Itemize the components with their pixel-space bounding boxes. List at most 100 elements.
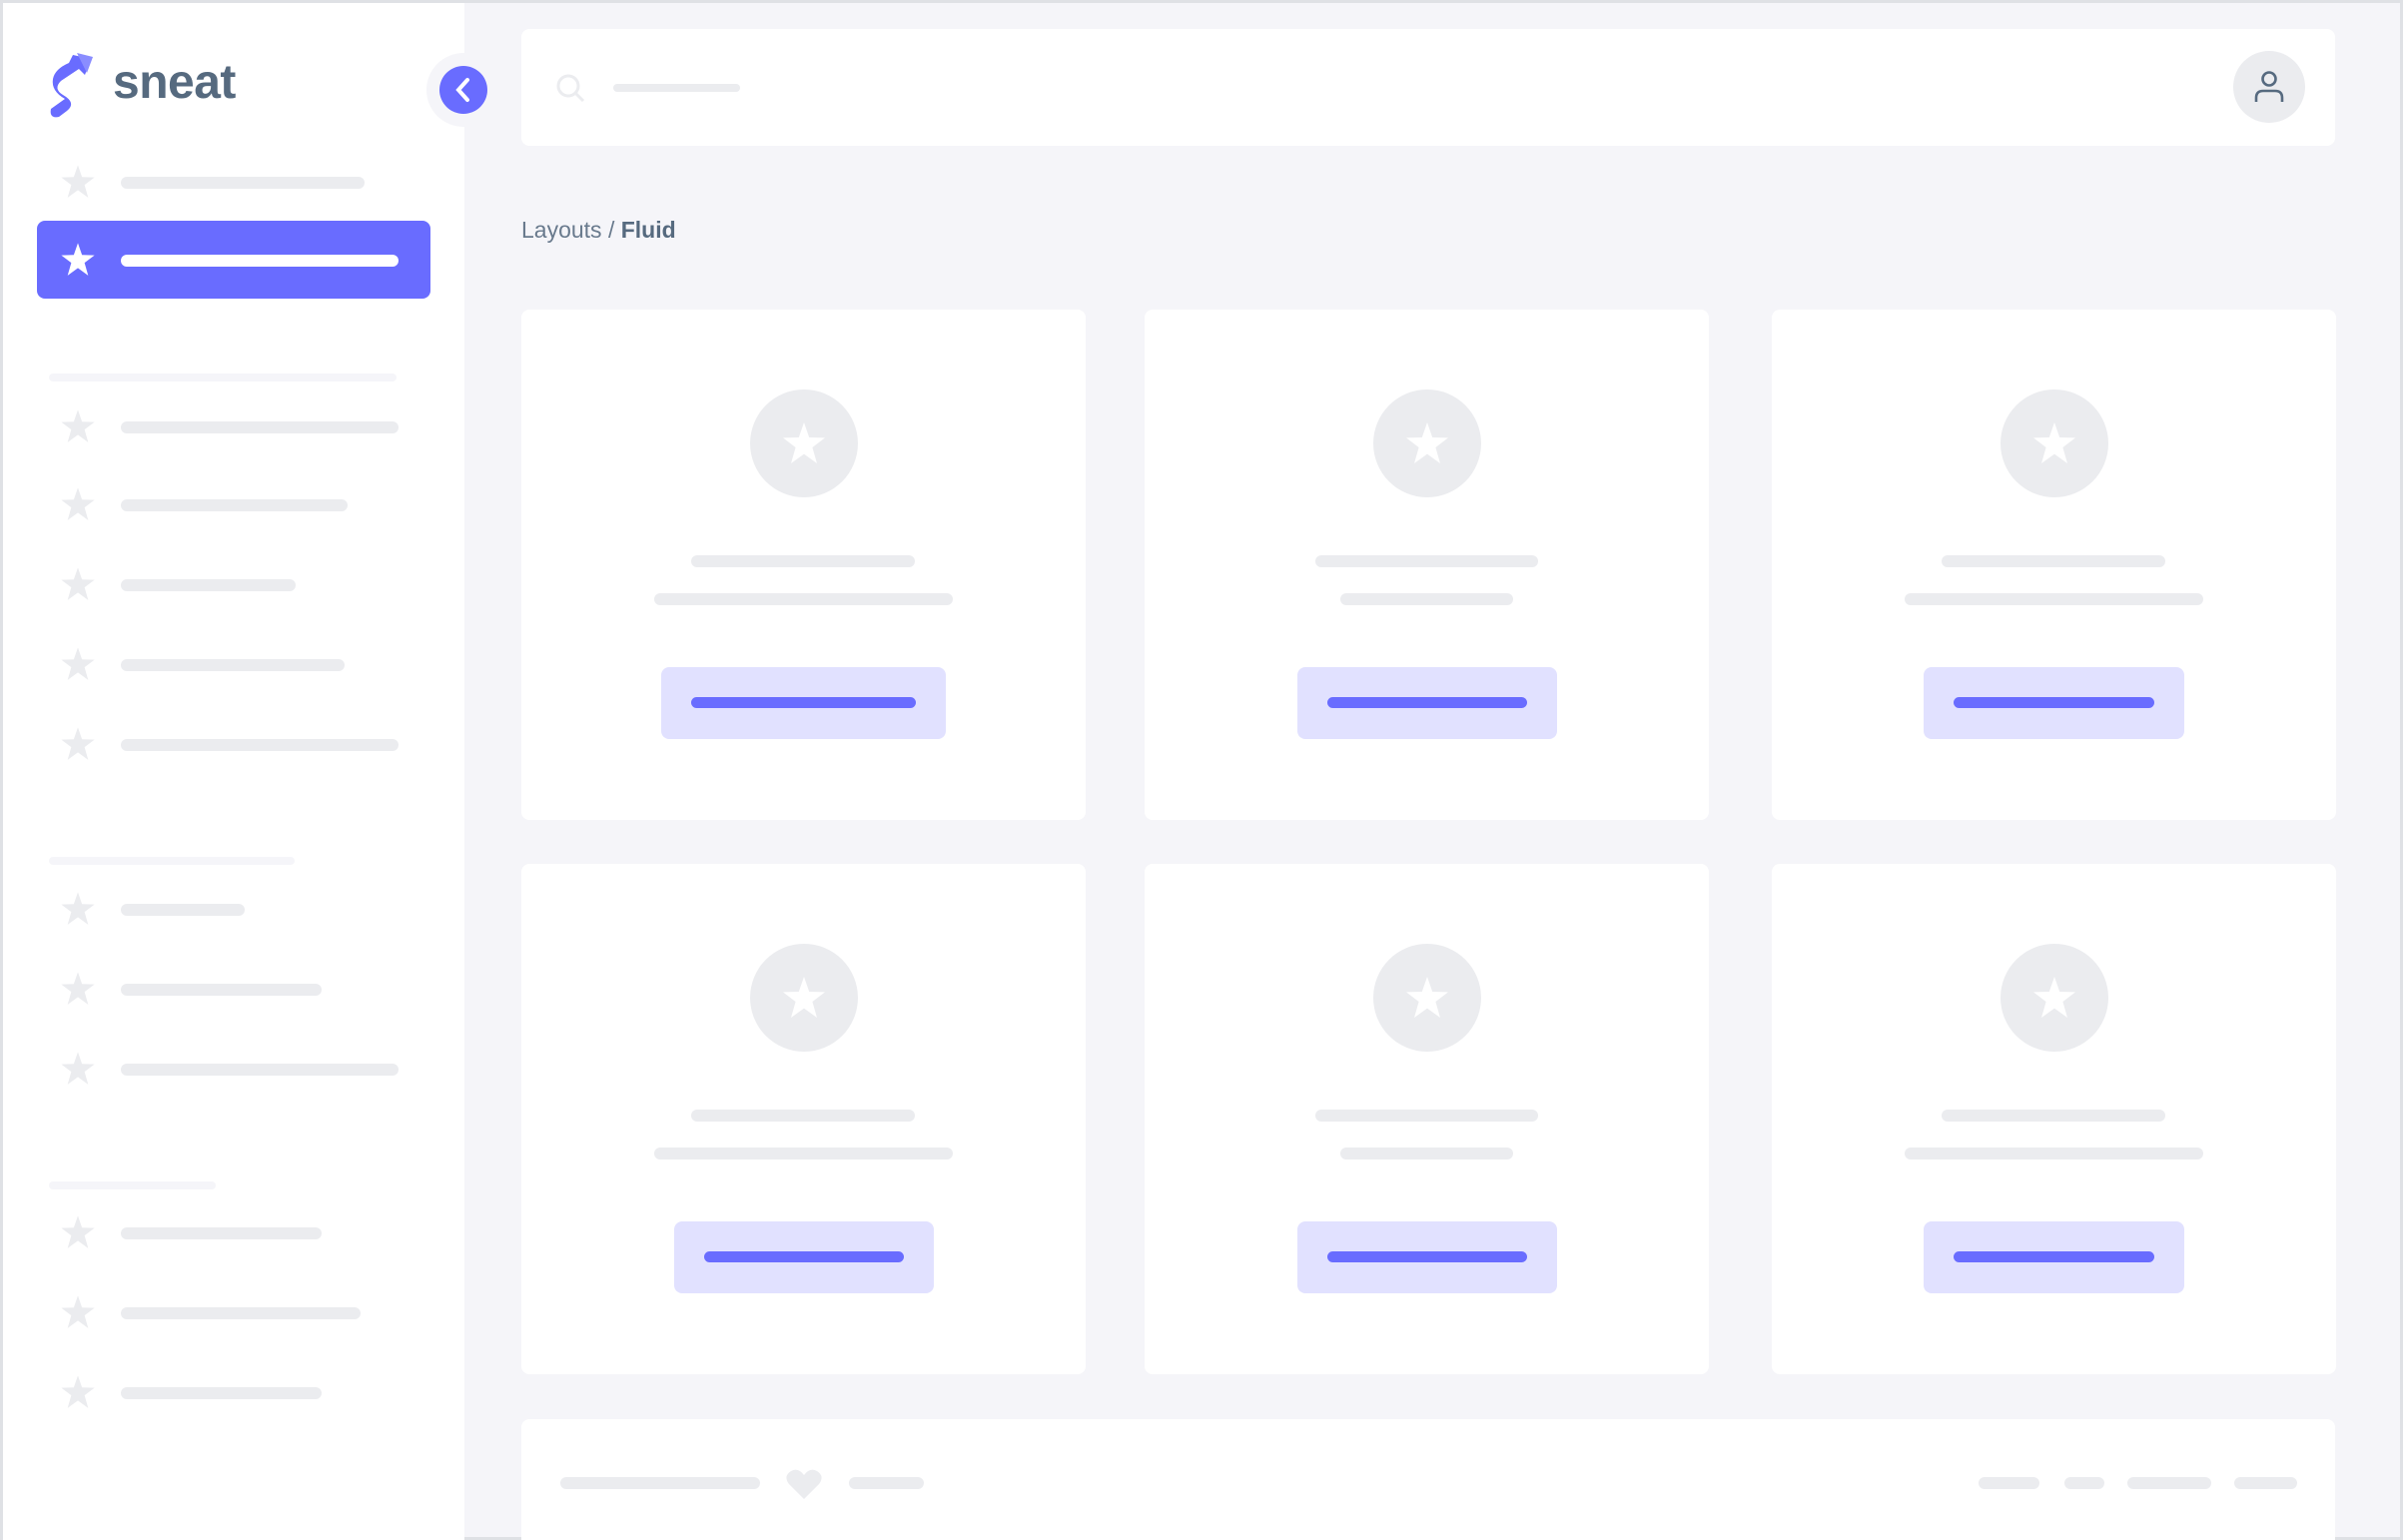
- sidebar-item-icon: [59, 241, 97, 284]
- card: [1772, 864, 2336, 1374]
- brand-logo[interactable]: sneat: [47, 49, 247, 121]
- sidebar-item[interactable]: [121, 255, 399, 267]
- star-icon: [782, 422, 825, 463]
- heart-icon: [786, 1469, 822, 1499]
- breadcrumb-current: Fluid: [620, 217, 676, 243]
- sidebar-item-icon: [59, 485, 97, 528]
- footer-link-placeholder[interactable]: [1979, 1477, 2039, 1489]
- sidebar-item-icon: [59, 645, 97, 688]
- star-icon: [61, 409, 95, 442]
- card-icon-circle: [1372, 389, 1481, 497]
- card-button-label-placeholder: [1326, 697, 1527, 708]
- sidebar-item[interactable]: [121, 1307, 361, 1319]
- sidebar-item-icon: [59, 1050, 97, 1093]
- star-icon: [61, 243, 95, 276]
- top-navbar: [521, 29, 2335, 146]
- card-button[interactable]: [1924, 667, 2184, 739]
- star-icon: [1405, 422, 1448, 463]
- card-button[interactable]: [673, 1221, 934, 1293]
- card-text-placeholder: [1904, 1148, 2203, 1159]
- star-icon: [61, 647, 95, 680]
- card-text-placeholder: [1904, 593, 2203, 605]
- search-icon[interactable]: [555, 73, 587, 105]
- sidebar-item[interactable]: [121, 739, 399, 751]
- card-text-placeholder: [653, 593, 953, 605]
- card-title-placeholder: [1314, 555, 1538, 567]
- card-button-label-placeholder: [1954, 697, 2154, 708]
- sidebar-item[interactable]: [121, 499, 348, 511]
- star-icon: [2032, 977, 2075, 1018]
- sidebar-item[interactable]: [121, 659, 345, 671]
- card-text-placeholder: [1339, 1148, 1513, 1159]
- card-button[interactable]: [1296, 1221, 1557, 1293]
- footer: [521, 1419, 2335, 1540]
- sneat-logo-icon: [50, 53, 93, 118]
- sidebar-item-icon: [59, 890, 97, 933]
- card-title-placeholder: [691, 1110, 915, 1122]
- search-input-placeholder[interactable]: [613, 84, 740, 92]
- sidebar-collapse-button[interactable]: [439, 66, 487, 114]
- user-icon: [2254, 71, 2284, 102]
- sidebar-item-icon: [59, 407, 97, 450]
- card-icon-circle: [1372, 944, 1481, 1052]
- card-title-placeholder: [1942, 1110, 2165, 1122]
- star-icon: [2032, 422, 2075, 463]
- footer-link-placeholder[interactable]: [2064, 1477, 2104, 1489]
- sidebar-item[interactable]: [121, 984, 322, 996]
- sidebar-section-header: [49, 374, 397, 382]
- sidebar-item-icon: [59, 1373, 97, 1416]
- chevron-left-icon: [455, 78, 469, 102]
- star-icon: [61, 1052, 95, 1085]
- sidebar-item[interactable]: [121, 177, 365, 189]
- star-icon: [61, 487, 95, 520]
- sidebar-item[interactable]: [121, 1064, 399, 1076]
- card-title-placeholder: [1314, 1110, 1538, 1122]
- star-icon: [61, 165, 95, 198]
- card-icon-circle: [2000, 389, 2108, 497]
- card-title-placeholder: [691, 555, 915, 567]
- sidebar: sneat: [3, 3, 464, 1540]
- card-icon-circle: [749, 944, 858, 1052]
- star-icon: [1405, 977, 1448, 1018]
- sidebar-item[interactable]: [121, 421, 399, 433]
- sidebar-item[interactable]: [121, 1387, 322, 1399]
- card-icon-circle: [2000, 944, 2108, 1052]
- user-avatar[interactable]: [2233, 51, 2305, 123]
- brand-name: sneat: [113, 56, 236, 109]
- card-button-label-placeholder: [1954, 1251, 2154, 1262]
- sidebar-item[interactable]: [121, 1227, 322, 1239]
- card-button[interactable]: [661, 667, 946, 739]
- card: [521, 864, 1086, 1374]
- card: [1145, 310, 1709, 820]
- footer-link-placeholder[interactable]: [849, 1477, 924, 1489]
- sidebar-item-icon: [59, 1213, 97, 1256]
- footer-text-placeholder: [560, 1477, 760, 1489]
- star-icon: [61, 727, 95, 760]
- sidebar-item-icon: [59, 1293, 97, 1336]
- sidebar-item-icon: [59, 970, 97, 1013]
- star-icon: [61, 567, 95, 600]
- card-button[interactable]: [1924, 1221, 2184, 1293]
- sidebar-item-icon: [59, 725, 97, 768]
- card-text-placeholder: [653, 1148, 953, 1159]
- card: [1772, 310, 2336, 820]
- card-title-placeholder: [1942, 555, 2165, 567]
- footer-link-placeholder[interactable]: [2234, 1477, 2297, 1489]
- card: [521, 310, 1086, 820]
- card-button[interactable]: [1296, 667, 1557, 739]
- star-icon: [61, 1295, 95, 1328]
- card-button-label-placeholder: [691, 697, 916, 708]
- star-icon: [61, 972, 95, 1005]
- sidebar-item[interactable]: [121, 904, 245, 916]
- star-icon: [61, 892, 95, 925]
- sidebar-item-icon: [59, 163, 97, 206]
- sidebar-section-header: [49, 1181, 216, 1189]
- card-icon-circle: [749, 389, 858, 497]
- footer-link-placeholder[interactable]: [2127, 1477, 2211, 1489]
- sidebar-item-icon: [59, 565, 97, 608]
- breadcrumb-parent[interactable]: Layouts: [521, 217, 602, 243]
- card-button-label-placeholder: [703, 1251, 904, 1262]
- star-icon: [61, 1375, 95, 1408]
- sidebar-item[interactable]: [121, 579, 296, 591]
- card-text-placeholder: [1339, 593, 1513, 605]
